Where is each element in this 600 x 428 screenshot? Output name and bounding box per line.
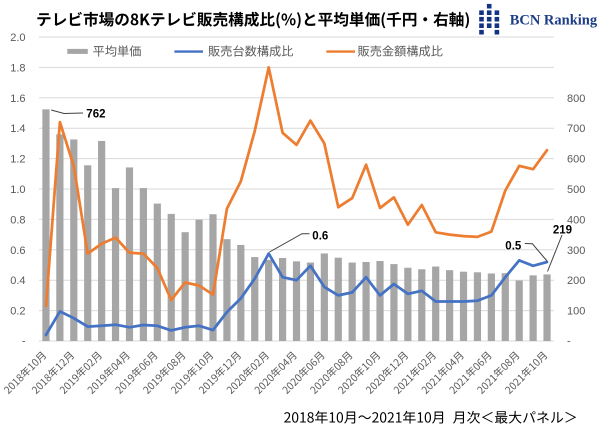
svg-text:762: 762 bbox=[86, 108, 105, 120]
svg-text:0.6: 0.6 bbox=[312, 230, 328, 242]
svg-text:100: 100 bbox=[567, 306, 585, 318]
svg-text:1.8: 1.8 bbox=[10, 62, 25, 74]
svg-text:200: 200 bbox=[567, 275, 585, 287]
svg-text:700: 700 bbox=[567, 123, 585, 135]
svg-text:800: 800 bbox=[567, 93, 585, 105]
svg-text:1.2: 1.2 bbox=[10, 154, 25, 166]
svg-text:0.2: 0.2 bbox=[10, 306, 25, 318]
svg-text:-: - bbox=[567, 336, 571, 348]
svg-text:0.6: 0.6 bbox=[10, 245, 25, 257]
svg-text:219: 219 bbox=[553, 225, 572, 237]
svg-text:1.0: 1.0 bbox=[10, 184, 25, 196]
svg-text:400: 400 bbox=[567, 214, 585, 226]
svg-text:0.5: 0.5 bbox=[505, 240, 522, 252]
svg-text:0.8: 0.8 bbox=[10, 214, 25, 226]
svg-text:600: 600 bbox=[567, 154, 585, 166]
svg-text:0.4: 0.4 bbox=[10, 275, 25, 287]
svg-text:1.6: 1.6 bbox=[10, 93, 25, 105]
svg-text:500: 500 bbox=[567, 184, 585, 196]
svg-text:BCN Ranking: BCN Ranking bbox=[510, 13, 598, 29]
svg-text:-: - bbox=[22, 336, 26, 348]
svg-text:2.0: 2.0 bbox=[10, 32, 25, 44]
svg-text:1.4: 1.4 bbox=[10, 123, 25, 135]
svg-text:300: 300 bbox=[567, 245, 585, 257]
